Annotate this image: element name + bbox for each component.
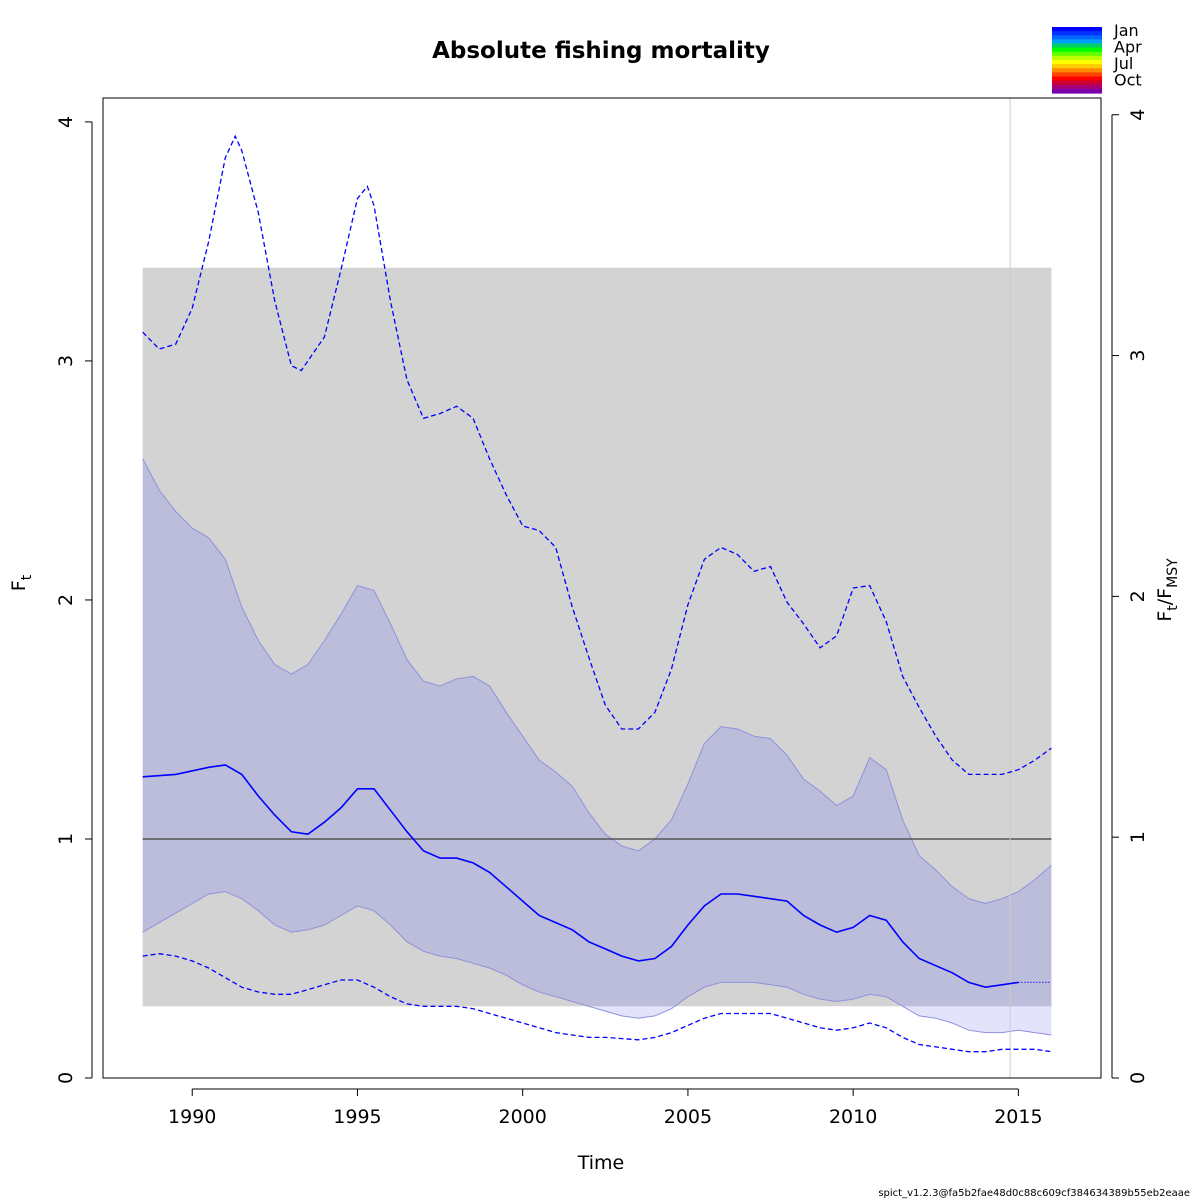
svg-text:Ft: Ft [8,574,35,591]
y-label-right-sub1: t [1165,605,1181,611]
y-tick-label-left: 1 [55,833,77,845]
ci-band [142,458,1052,1007]
y-tick-label-right: 3 [1127,350,1149,362]
svg-text:Ft/FMSY: Ft/FMSY [1154,558,1181,622]
y-label-right-main2: F [1154,588,1176,599]
legend-swatch [1052,47,1102,53]
legend-swatch [1052,72,1102,78]
y-label-right-main1: F [1154,611,1176,622]
f-ci-upper-line [142,134,1052,776]
y-label-left-sub: t [19,574,35,580]
x-tick-label: 2005 [664,1106,712,1128]
series-layer [142,98,1052,1078]
f-estimate-line [142,764,1019,989]
plot-frame [102,97,1102,1079]
ci-band-lower-edge [142,891,1052,1036]
legend-swatch [1052,64,1102,69]
legend-swatch [1052,31,1102,36]
x-tick-label: 2015 [994,1106,1042,1128]
legend-label: Oct [1114,71,1142,90]
legend-swatch [1052,51,1102,57]
y-label-left-main: F [8,580,30,591]
legend-swatch [1052,76,1102,82]
y-tick-label-right: 4 [1127,109,1149,121]
y-axis-label-right: Ft/FMSY [1154,558,1181,622]
y-tick-label-right: 0 [1127,1072,1149,1084]
y-axis-label-left: Ft [8,574,35,591]
legend-label: Jan [1113,21,1139,40]
legend-label: Jul [1113,54,1133,73]
y-tick-label-right: 2 [1127,590,1149,602]
confidence-band-layer [142,458,1052,1036]
version-footer: spict_v1.2.3@fa5b2fae48d0c88c609cf384634… [878,1188,1190,1199]
x-tick-label: 1990 [168,1106,216,1128]
legend-swatch [1052,43,1102,49]
y-tick-label-left: 0 [55,1072,77,1084]
y-label-right-sub2: MSY [1165,558,1181,588]
legend-swatch [1052,88,1102,94]
legend-swatch [1052,35,1102,40]
legend-label: Apr [1114,38,1142,57]
legend-swatch [1052,68,1102,73]
legend-swatch [1052,84,1102,90]
legend-swatch [1052,39,1102,45]
f-ci-lower-line [142,953,1052,1053]
axis-layer: 1990 1995 2000 2005 2010 2015 0 1 2 3 4 0 1 2 3 4 [55,109,1149,1128]
x-tick-label: 1995 [333,1106,381,1128]
y-tick-label-left: 3 [55,355,77,367]
legend-swatch [1052,27,1102,32]
y-tick-label-right: 1 [1127,831,1149,843]
y-tick-label-left: 4 [55,116,77,128]
legend-swatch [1052,55,1102,61]
x-tick-label: 2000 [499,1106,547,1128]
y-label-right-sep: / [1154,598,1176,605]
x-tick-label: 2010 [829,1106,877,1128]
legend-swatch [1052,80,1102,86]
y-tick-label-left: 2 [55,594,77,606]
chart-title: Absolute fishing mortality [432,38,770,64]
legend-swatch [1052,60,1102,65]
x-axis-label: Time [577,1152,625,1174]
ci-band-upper-edge [142,458,1052,905]
